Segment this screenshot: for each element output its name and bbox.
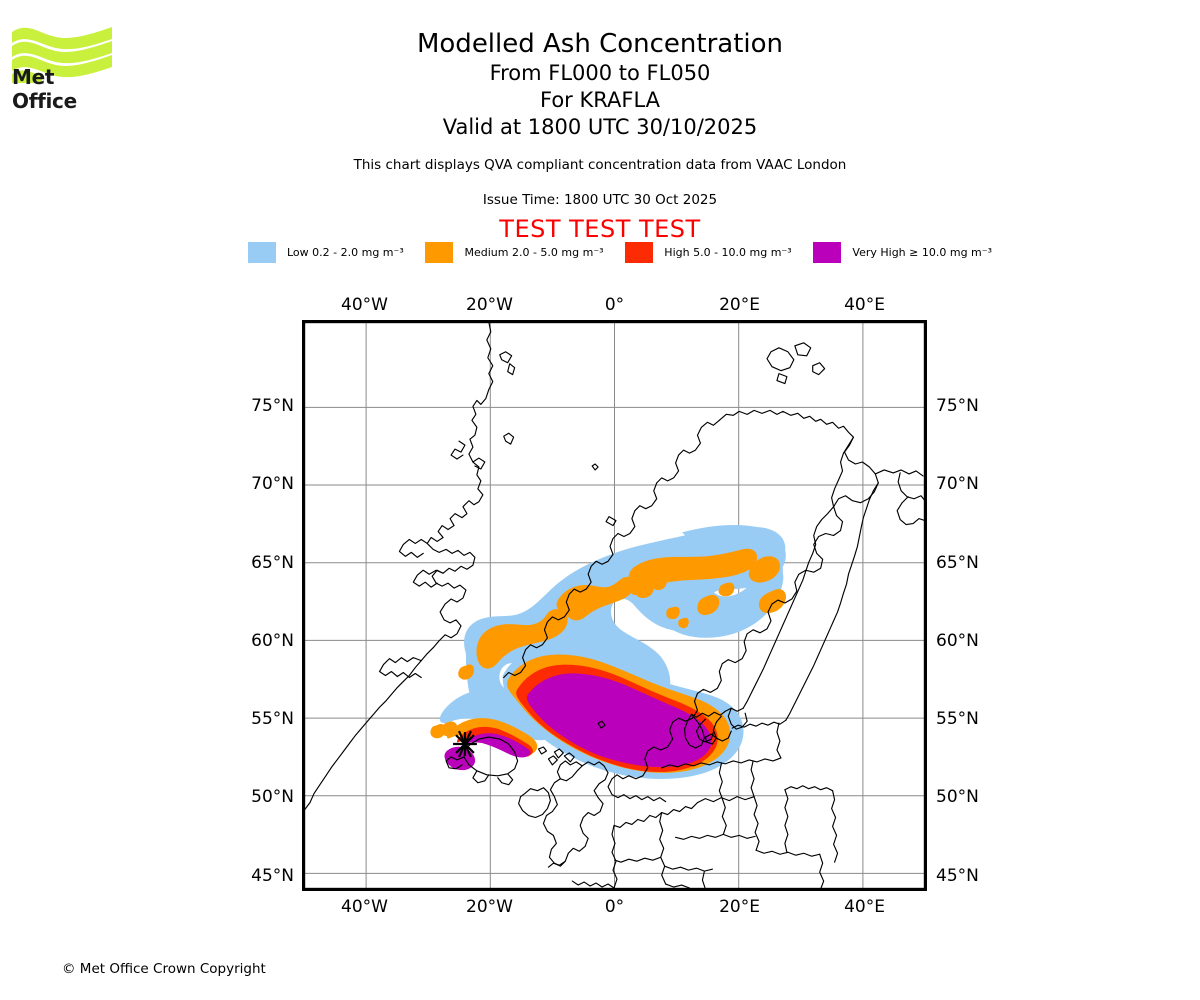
lon-tick-bottom-20e: 20°E xyxy=(719,897,760,917)
title-block: Modelled Ash Concentration From FL000 to… xyxy=(0,28,1200,141)
met-office-logo: Met Office xyxy=(12,25,122,115)
test-banner: TEST TEST TEST xyxy=(499,215,701,243)
lat-tick-left-55n: 55°N xyxy=(251,709,294,729)
lon-tick-bottom-0: 0° xyxy=(604,897,625,917)
lon-tick-top-20e: 20°E xyxy=(719,295,760,315)
graticule xyxy=(304,322,925,889)
map-frame xyxy=(304,322,925,889)
lon-tick-top-40w: 40°W xyxy=(341,295,388,315)
met-office-wave-icon xyxy=(12,27,112,83)
issue-time: Issue Time: 1800 UTC 30 Oct 2025 xyxy=(482,192,718,208)
legend-label-low: Low 0.2 - 2.0 mg m⁻³ xyxy=(287,245,404,259)
lon-tick-bottom-20w: 20°W xyxy=(466,897,513,917)
legend-label-very-high: Very High ≥ 10.0 mg m⁻³ xyxy=(852,245,992,259)
lon-tick-top-0: 0° xyxy=(604,295,625,315)
coastlines xyxy=(304,322,925,889)
legend-entry-high: High 5.0 - 10.0 mg m⁻³ xyxy=(625,241,792,263)
concentration-legend: Low 0.2 - 2.0 mg m⁻³ Medium 2.0 - 5.0 mg… xyxy=(248,241,992,263)
copyright-notice: © Met Office Crown Copyright xyxy=(62,961,266,977)
lon-tick-top-40e: 40°E xyxy=(844,295,885,315)
met-office-logo-text: Met Office xyxy=(12,65,77,113)
title-valid-time: Valid at 1800 UTC 30/10/2025 xyxy=(442,115,758,139)
map-canvas xyxy=(304,322,925,889)
lat-tick-left-45n: 45°N xyxy=(251,866,294,886)
lat-tick-left-65n: 65°N xyxy=(251,553,294,573)
legend-entry-low: Low 0.2 - 2.0 mg m⁻³ xyxy=(248,241,404,263)
lat-tick-right-65n: 65°N xyxy=(936,553,979,573)
lat-tick-left-50n: 50°N xyxy=(251,787,294,807)
lat-tick-right-55n: 55°N xyxy=(936,709,979,729)
lon-tick-bottom-40w: 40°W xyxy=(341,897,388,917)
lat-tick-left-60n: 60°N xyxy=(251,631,294,651)
lat-tick-right-45n: 45°N xyxy=(936,866,979,886)
chart-note: This chart displays QVA compliant concen… xyxy=(353,157,847,173)
legend-swatch-high xyxy=(625,241,654,263)
plume-very-high-contour xyxy=(444,673,712,771)
volcano-marker xyxy=(453,730,477,758)
lat-tick-left-75n: 75°N xyxy=(251,396,294,416)
lon-tick-top-20w: 20°W xyxy=(466,295,513,315)
lat-tick-right-70n: 70°N xyxy=(936,474,979,494)
legend-entry-very-high: Very High ≥ 10.0 mg m⁻³ xyxy=(813,241,992,263)
legend-swatch-low xyxy=(248,241,276,263)
lat-tick-right-75n: 75°N xyxy=(936,396,979,416)
title-volcano: For KRAFLA xyxy=(540,88,660,112)
lat-tick-left-70n: 70°N xyxy=(251,474,294,494)
lat-tick-right-60n: 60°N xyxy=(936,631,979,651)
legend-swatch-very-high xyxy=(813,241,842,263)
legend-label-high: High 5.0 - 10.0 mg m⁻³ xyxy=(664,245,792,259)
legend-swatch-medium xyxy=(425,241,454,263)
page-title: Modelled Ash Concentration xyxy=(416,29,784,59)
legend-label-medium: Medium 2.0 - 5.0 mg m⁻³ xyxy=(464,245,604,259)
ash-concentration-map[interactable] xyxy=(302,320,927,891)
lat-tick-right-50n: 50°N xyxy=(936,787,979,807)
legend-entry-medium: Medium 2.0 - 5.0 mg m⁻³ xyxy=(425,241,604,263)
lon-tick-bottom-40e: 40°E xyxy=(844,897,885,917)
title-flight-levels: From FL000 to FL050 xyxy=(489,61,711,85)
